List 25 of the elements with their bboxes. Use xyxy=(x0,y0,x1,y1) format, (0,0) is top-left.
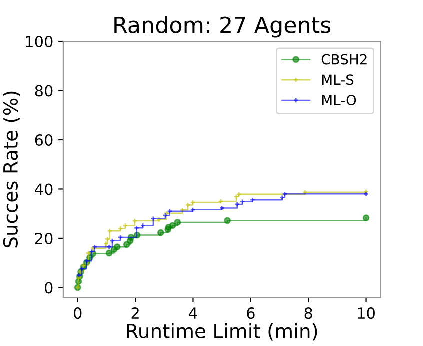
point xyxy=(106,250,113,257)
y-tick-label: 100 xyxy=(26,36,53,48)
chart-title: Random: 27 Agents xyxy=(114,16,331,38)
x-tick-label: 4 xyxy=(189,308,198,319)
legend-label: ML-S xyxy=(322,74,354,86)
x-tick-label: 10 xyxy=(358,308,375,320)
point xyxy=(157,229,164,236)
y-axis-title: Succes Rate (%) xyxy=(2,92,20,248)
point xyxy=(174,219,182,226)
x-axis-title: Runtime Limit (min) xyxy=(127,323,318,341)
point xyxy=(169,222,176,230)
x-tick-label: 2 xyxy=(132,308,139,319)
x-tick-label: 8 xyxy=(304,308,312,320)
y-tick-label: 60 xyxy=(35,134,53,146)
point xyxy=(224,217,232,224)
y-tick-label: 0 xyxy=(45,282,53,294)
y-tick-label: 40 xyxy=(35,184,53,196)
legend-label: ML-O xyxy=(322,95,356,106)
y-tick-label: 20 xyxy=(35,232,53,244)
y-tick-label: 80 xyxy=(35,85,53,97)
x-tick-label: 6 xyxy=(247,308,255,320)
x-tick-label: 0 xyxy=(74,308,82,320)
legend-label: CBSH2 xyxy=(322,54,367,65)
point xyxy=(362,214,370,222)
point xyxy=(114,244,121,251)
